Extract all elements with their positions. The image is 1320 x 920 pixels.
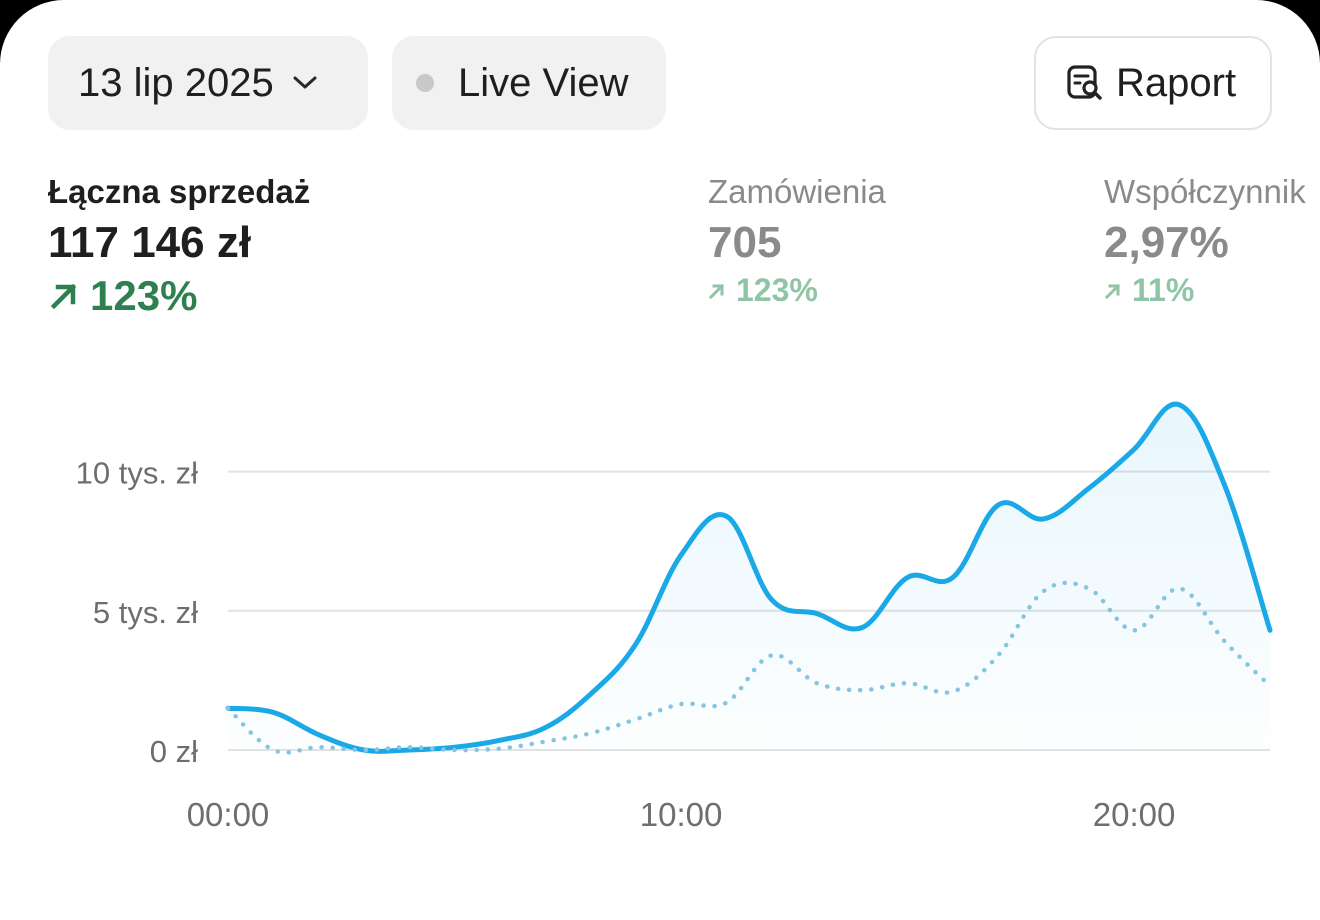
live-status-dot-icon xyxy=(416,74,434,92)
metric-change: 123% xyxy=(48,272,310,320)
series-line-current xyxy=(225,401,1273,754)
metric-value: 2,97% xyxy=(1104,218,1229,267)
live-view-label: Live View xyxy=(458,60,629,105)
metric-label: Łączna sprzedaż xyxy=(48,173,311,210)
chevron-down-icon xyxy=(292,75,318,91)
metric-change-value: 123% xyxy=(90,272,198,319)
metric-label: Zamówienia xyxy=(708,173,886,210)
y-tick-label: 0 zł xyxy=(150,734,198,769)
metric-change-value: 123% xyxy=(736,272,818,308)
date-label: 13 lip 2025 xyxy=(78,60,274,105)
metric-label: Współczynnik xyxy=(1104,173,1306,210)
y-tick-label: 10 tys. zł xyxy=(76,456,198,491)
x-tick-label: 10:00 xyxy=(640,796,723,833)
metric-change: 11% xyxy=(1104,272,1306,309)
y-tick-label: 5 tys. zł xyxy=(93,595,198,630)
sales-chart[interactable]: 0 zł 5 tys. zł 10 tys. zł 00:00 10:00 20:00 xyxy=(0,340,1320,860)
metric-orders[interactable]: Zamówienia 705 123% xyxy=(708,172,886,309)
arrow-up-right-icon xyxy=(1104,283,1121,299)
x-tick-label: 20:00 xyxy=(1093,796,1176,833)
sales-area-fill xyxy=(228,404,1270,752)
metric-conversion-rate[interactable]: Współczynnik 2,97% 11% xyxy=(1104,172,1306,309)
arrow-up-right-icon xyxy=(50,283,77,310)
x-tick-label: 00:00 xyxy=(187,796,270,833)
live-view-button[interactable]: Live View xyxy=(392,36,666,130)
metric-value: 705 xyxy=(708,218,782,267)
date-picker-button[interactable]: 13 lip 2025 xyxy=(48,36,368,130)
report-search-icon xyxy=(1066,64,1104,102)
metric-change: 123% xyxy=(708,272,886,309)
series-line-comparison xyxy=(225,580,1273,755)
metric-total-sales[interactable]: Łączna sprzedaż 117 146 zł 123% xyxy=(48,172,310,320)
arrow-up-right-icon xyxy=(708,283,725,299)
report-label: Raport xyxy=(1116,60,1237,105)
metric-value: 117 146 zł xyxy=(48,218,252,267)
metric-change-value: 11% xyxy=(1132,272,1195,308)
report-button[interactable]: Raport xyxy=(1034,36,1272,130)
